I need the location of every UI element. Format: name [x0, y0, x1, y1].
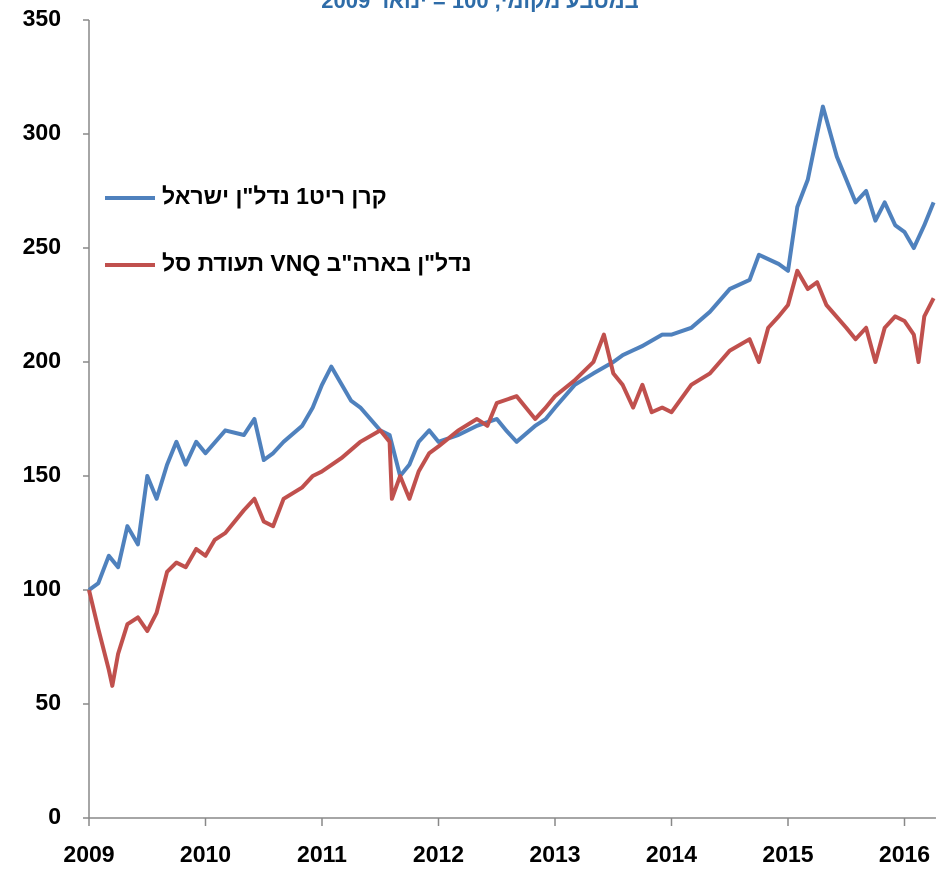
chart-title: במטבע מקומי, 100 = ינואר 2009 — [321, 0, 638, 13]
y-tick-label: 0 — [48, 803, 61, 829]
y-tick-label: 350 — [23, 5, 61, 31]
y-tick-label: 100 — [23, 575, 61, 601]
legend-label: קרן ריט1 נדל"ן ישראל — [162, 183, 387, 209]
y-tick-label: 150 — [23, 461, 61, 487]
y-tick-label: 300 — [23, 119, 61, 145]
y-tick-label: 50 — [35, 689, 61, 715]
x-tick-label: 2012 — [413, 841, 464, 867]
series-line — [87, 268, 936, 688]
legend-label: תעודת סל VNQ נדל"ן בארה"ב — [162, 250, 472, 276]
x-tick-label: 2014 — [646, 841, 697, 867]
x-tick-label: 2009 — [63, 841, 114, 867]
x-tick-label: 2015 — [762, 841, 813, 867]
x-tick-label: 2016 — [879, 841, 930, 867]
series-line — [87, 104, 936, 592]
y-tick-label: 250 — [23, 233, 61, 259]
x-tick-label: 2011 — [297, 841, 347, 867]
y-tick-label: 200 — [23, 347, 61, 373]
x-tick-label: 2010 — [180, 841, 231, 867]
x-tick-label: 2013 — [529, 841, 580, 867]
